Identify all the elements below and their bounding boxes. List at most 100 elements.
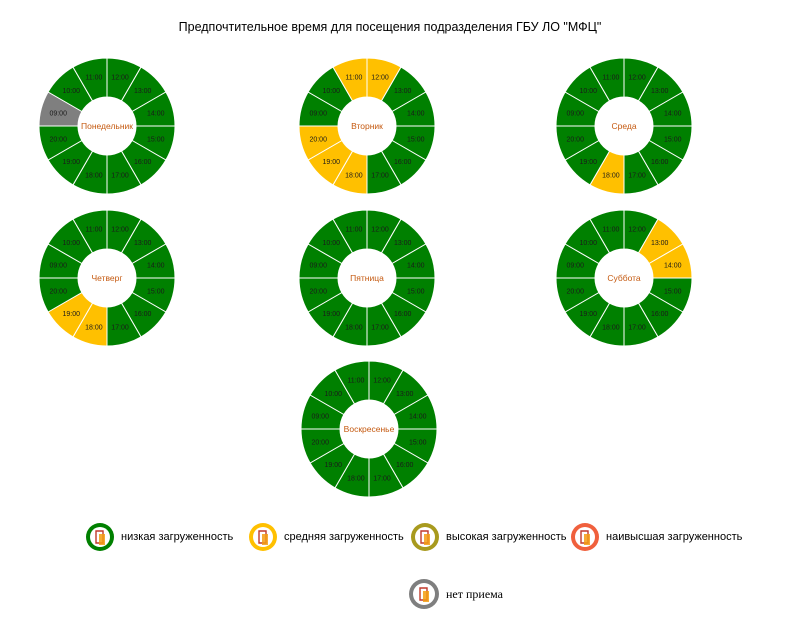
segment-label: 10:00 [323,88,341,95]
segment-label: 16:00 [651,159,669,166]
segment-label: 09:00 [49,262,67,269]
segment-label: 18:00 [85,324,103,331]
segment-label: 11:00 [602,227,619,234]
segment-label: 13:00 [651,240,669,247]
legend-low-icon [86,523,114,551]
day-label: Вторник [351,121,383,131]
donut-7: 12:00 13:00 14:00 15:00 16:00 17:00 18:00 19:00… [300,360,438,498]
legend-label-high: высокая загруженность [446,531,567,543]
segment-label: 12:00 [371,227,389,234]
legend-label-highest: наивысшая загруженность [606,531,743,543]
segment-1100 [589,57,625,102]
segment-label: 12:00 [628,75,646,82]
segment-label: 14:00 [407,110,425,117]
donut-2: 12:00 13:00 14:00 15:00 16:00 17:00 18:00 19:00… [298,57,436,195]
segment-label: 11:00 [345,227,362,234]
segment-label: 17:00 [628,324,646,331]
segment-label: 14:00 [664,262,682,269]
segment-label: 16:00 [394,311,412,318]
segment-label: 10:00 [63,240,81,247]
segment-label: 20:00 [566,289,584,296]
segment-label: 12:00 [371,75,389,82]
segment-label: 20:00 [566,137,584,144]
segment-label: 17:00 [628,172,646,179]
donut-3: 12:00 13:00 14:00 15:00 16:00 17:00 18:00 19:00… [555,57,693,195]
day-label: Понедельник [81,121,133,131]
legend-medium-icon [249,523,277,551]
segment-label: 19:00 [63,159,81,166]
segment-label: 20:00 [309,289,327,296]
segment-label: 09:00 [311,413,329,420]
segment-label: 11:00 [85,227,102,234]
legend-label-closed: нет приема [446,586,503,601]
day-label: Четверг [92,273,123,283]
legend-item-closed: нет приема [408,578,503,610]
donut-6: 12:00 13:00 14:00 15:00 16:00 17:00 18:00 19:00… [555,209,693,347]
segment-label: 13:00 [134,88,152,95]
segment-label: 09:00 [309,262,327,269]
day-label: Среда [611,121,636,131]
segment-label: 20:00 [311,440,329,447]
segment-label: 19:00 [580,159,598,166]
segment-label: 15:00 [664,137,682,144]
segment-label: 11:00 [85,75,102,82]
legend-label-medium: средняя загруженность [284,531,404,543]
segment-label: 18:00 [602,172,620,179]
segment-label: 15:00 [147,289,165,296]
segment-label: 16:00 [396,462,414,469]
legend-closed-icon [409,579,439,609]
segment-label: 13:00 [394,88,412,95]
segment-1100 [332,57,368,102]
chart-title: Предпочтительное время для посещения под… [178,20,602,34]
segment-1100 [332,209,368,254]
segment-label: 09:00 [566,110,584,117]
segment-label: 12:00 [373,378,391,385]
segment-label: 09:00 [566,262,584,269]
day-label: Воскресенье [344,424,395,434]
segment-label: 17:00 [371,324,389,331]
segment-label: 19:00 [323,159,341,166]
segment-label: 13:00 [651,88,669,95]
legend-item-high: высокая загруженность [410,522,566,552]
legend-highest-icon [571,523,599,551]
segment-label: 14:00 [147,110,165,117]
segment-label: 14:00 [409,413,427,420]
segment-label: 19:00 [580,311,598,318]
segment-label: 12:00 [111,227,129,234]
segment-1100 [334,360,370,405]
segment-1100 [589,209,625,254]
legend-item-low: низкая загруженность [85,522,233,552]
segment-label: 15:00 [664,289,682,296]
segment-label: 18:00 [85,172,103,179]
donut-1: 12:00 13:00 14:00 15:00 16:00 17:00 18:00 19:00… [38,57,176,195]
legend-label-low: низкая загруженность [121,531,234,543]
segment-label: 19:00 [323,311,341,318]
legend-item-highest: наивысшая загруженность [570,522,742,552]
segment-label: 14:00 [664,110,682,117]
segment-label: 15:00 [147,137,165,144]
segment-label: 10:00 [325,391,343,398]
segment-label: 16:00 [134,159,152,166]
segment-label: 16:00 [651,311,669,318]
segment-label: 16:00 [394,159,412,166]
segment-1100 [72,209,108,254]
segment-label: 13:00 [396,391,414,398]
segment-label: 15:00 [409,440,427,447]
day-label: Пятница [350,273,384,283]
segment-label: 13:00 [394,240,412,247]
donut-5: 12:00 13:00 14:00 15:00 16:00 17:00 18:00 19:00… [298,209,436,347]
segment-label: 09:00 [309,110,327,117]
segment-label: 11:00 [345,75,362,82]
segment-label: 11:00 [602,75,619,82]
segment-label: 09:00 [49,110,67,117]
segment-label: 12:00 [111,75,129,82]
segment-label: 18:00 [345,324,363,331]
donut-4: 12:00 13:00 14:00 15:00 16:00 17:00 18:00 19:00… [38,209,176,347]
segment-label: 11:00 [347,378,364,385]
segment-label: 12:00 [628,227,646,234]
segment-label: 10:00 [63,88,81,95]
segment-label: 18:00 [345,172,363,179]
segment-label: 13:00 [134,240,152,247]
segment-label: 14:00 [407,262,425,269]
